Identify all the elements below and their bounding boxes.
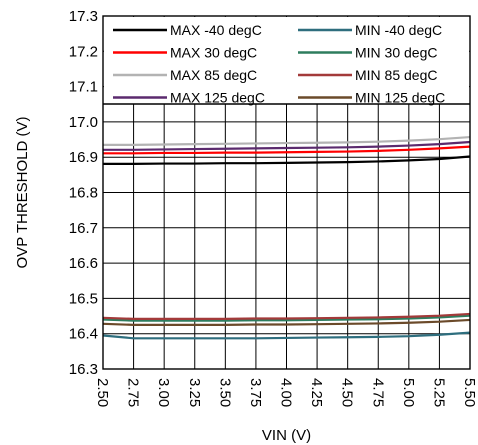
x-tick-label: 3.25 [186,378,203,407]
y-tick-labels: 16.3 16.4 16.5 16.6 16.7 16.8 16.9 17.0 17.1 17.2… [69,8,98,378]
x-tick-label: 2.75 [125,378,142,407]
x-tick-label: 5.50 [461,378,478,407]
y-tick-label: 16.8 [69,185,98,202]
legend-box [104,17,469,104]
x-tick-label: 4.50 [339,378,356,407]
x-tick-label: 2.50 [94,378,111,407]
x-tick-label: 3.00 [155,378,172,407]
series-line [103,155,471,166]
series-lines [102,135,471,340]
legend: MAX -40 degC MIN -40 degC MAX 30 degC MIN 3… [103,22,470,106]
legend-entry: MIN 30 degC [355,45,437,61]
series-line [102,314,471,322]
legend-entry: MIN 85 degC [355,67,437,83]
series-line [103,145,471,155]
y-tick-label: 17.1 [69,79,98,96]
y-tick-label: 16.6 [69,255,98,272]
y-tick-label: 16.7 [69,220,98,237]
legend-entry: MAX 30 degC [170,45,257,61]
legend-entry: MAX 125 degC [170,90,265,106]
x-tick-label: 3.75 [247,378,264,407]
y-tick-label: 17.2 [69,43,98,60]
legend-entry: MAX -40 degC [170,22,262,38]
x-tick-label: 4.75 [369,378,386,407]
y-tick-label: 16.3 [69,361,98,378]
plot-frame [102,15,471,370]
x-tick-label: 3.50 [216,378,233,407]
x-axis-label: VIN (V) [262,427,311,444]
series-line [102,312,471,320]
legend-entry: MIN 125 degC [355,90,445,106]
x-tick-label: 4.00 [278,378,295,407]
series-line [102,318,471,326]
y-tick-label: 17.3 [69,8,98,25]
x-tick-labels: 2.50 2.75 3.00 3.25 3.50 3.75 4.00 4.25 4.50 4.75… [94,378,478,407]
series-line [103,140,471,151]
y-tick-label: 16.4 [69,326,98,343]
y-tick-label: 16.9 [69,149,98,166]
series-line [102,331,471,340]
y-axis-label: OVP THRESHOLD (V) [14,117,31,269]
y-tick-label: 16.5 [69,290,98,307]
y-tick-label: 17.0 [69,114,98,131]
legend-entry: MAX 85 degC [170,67,257,83]
x-tick-label: 5.25 [430,378,447,407]
legend-entry: MIN -40 degC [355,22,442,38]
series-line [103,135,471,146]
x-tick-label: 4.25 [308,378,325,407]
x-tick-label: 5.00 [400,378,417,407]
